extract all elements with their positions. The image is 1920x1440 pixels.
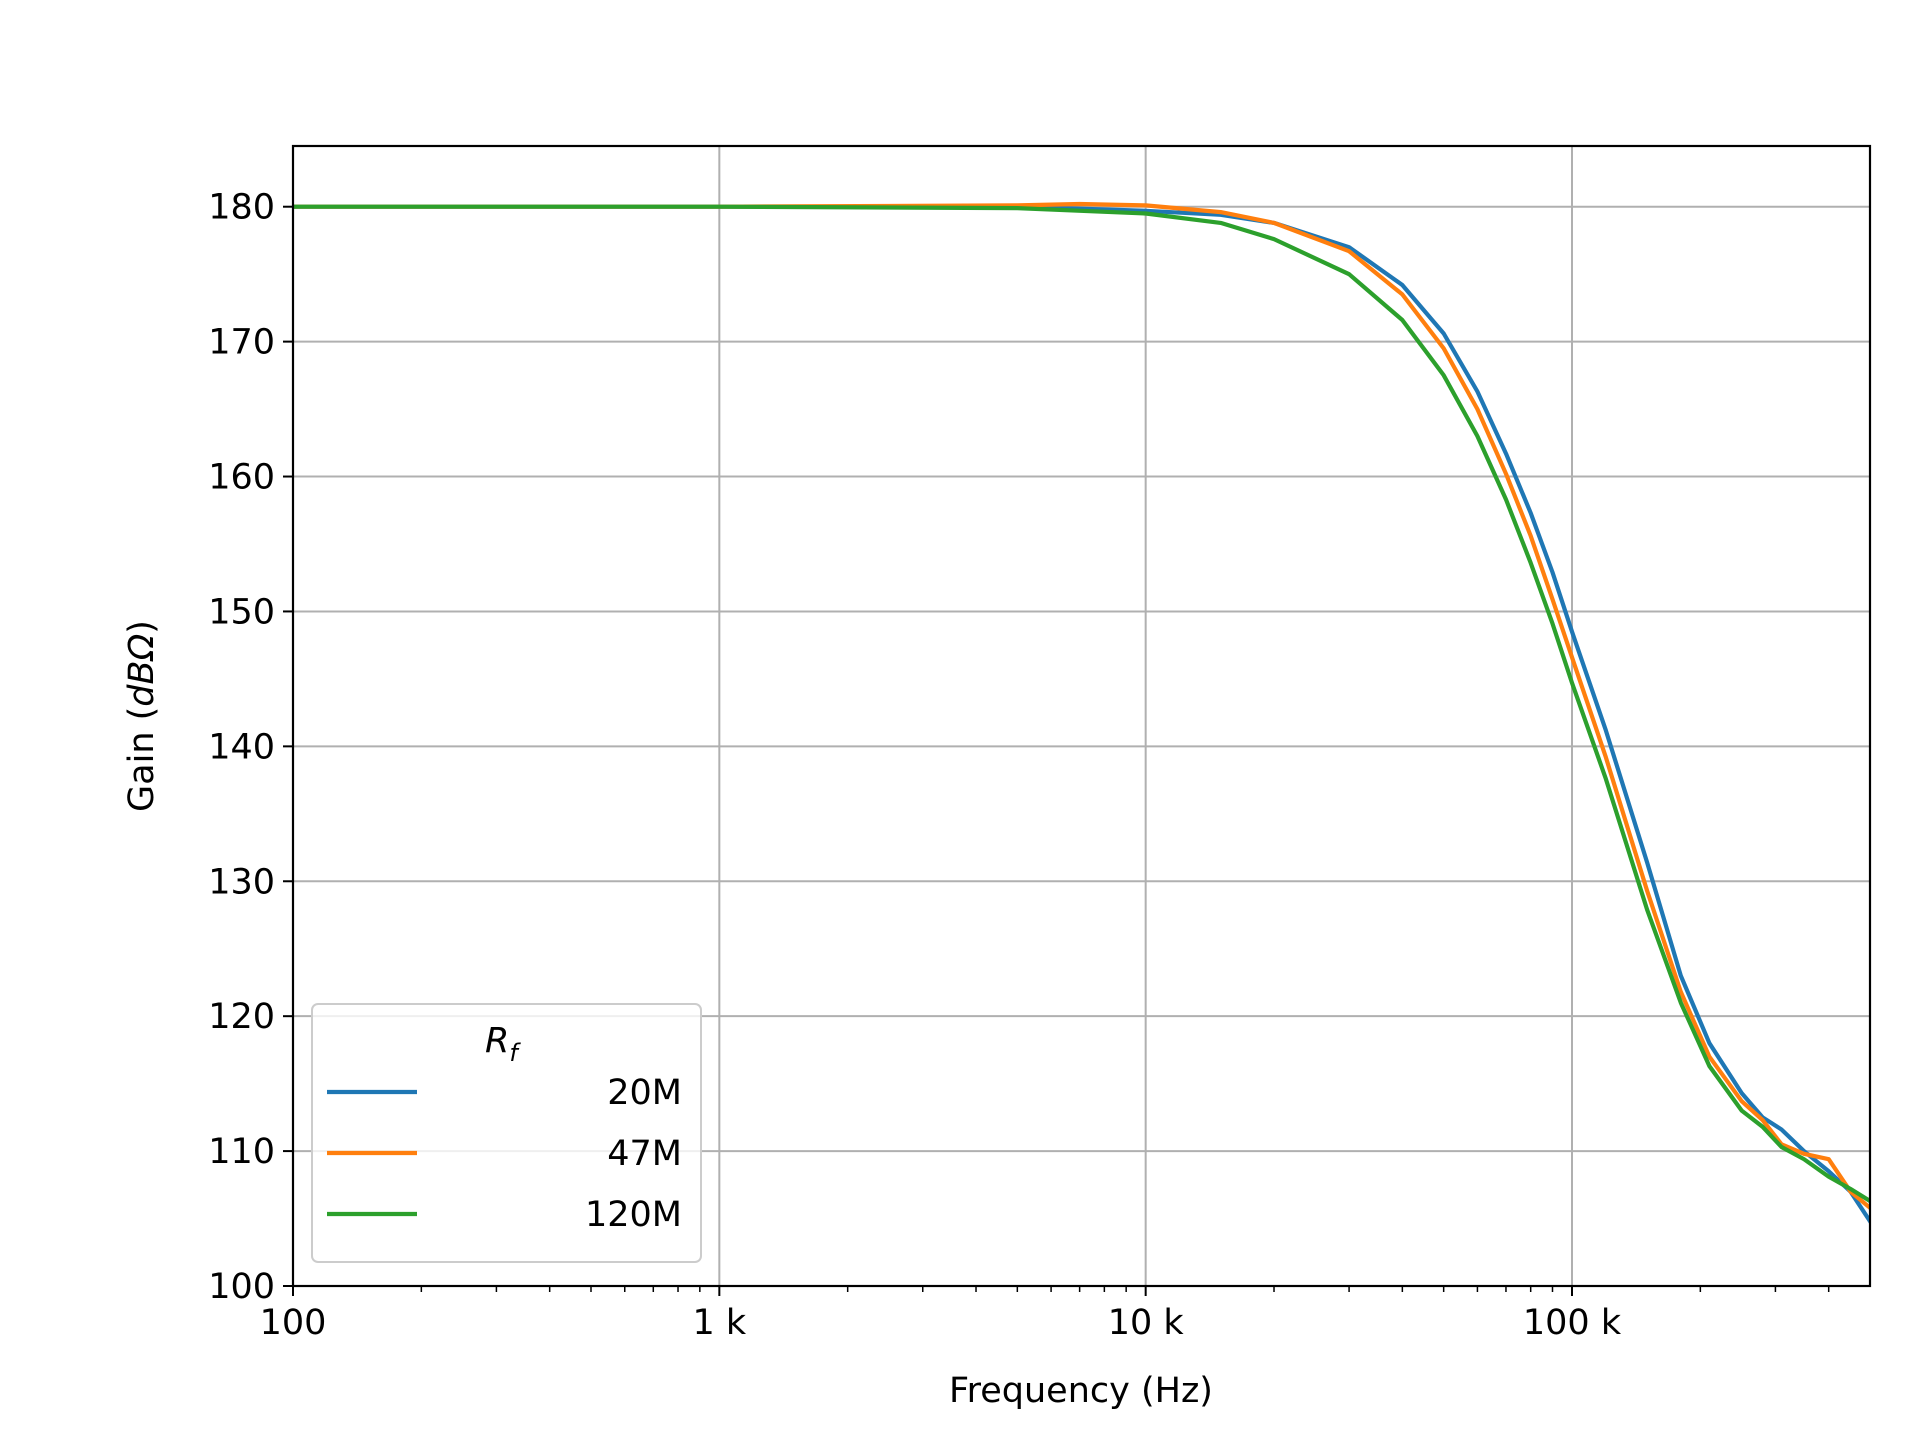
x-tick-label: 10 k	[1108, 1303, 1185, 1343]
y-tick-label: 140	[208, 727, 275, 767]
y-tick-label: 120	[208, 997, 275, 1037]
y-tick-label: 160	[208, 458, 275, 498]
legend-title-main: R	[485, 1021, 509, 1061]
y-axis-label: Gain (dBΩ)	[122, 620, 162, 812]
y-tick-label: 100	[208, 1267, 275, 1307]
x-tick-label: 1 k	[692, 1303, 746, 1343]
legend-label: 120M	[585, 1195, 682, 1235]
y-axis-label-prefix: Gain (	[122, 707, 162, 812]
y-axis-label-suffix: )	[122, 620, 162, 634]
x-tick-label: 100 k	[1523, 1303, 1622, 1343]
legend-label: 20M	[607, 1073, 682, 1113]
x-tick-label: 100	[260, 1303, 327, 1343]
legend-label: 47M	[607, 1134, 682, 1174]
y-tick-label: 130	[208, 862, 275, 902]
y-axis: 100 110 120 130 140 150 160 170 180	[208, 188, 293, 1307]
x-axis: 100 1 k 10 k 100 k	[260, 1286, 1829, 1343]
x-axis-label: Frequency (Hz)	[949, 1371, 1213, 1411]
y-tick-label: 180	[208, 188, 275, 228]
y-tick-label: 150	[208, 592, 275, 632]
y-axis-label-unit: dBΩ	[122, 633, 162, 706]
y-tick-label: 170	[208, 323, 275, 363]
y-tick-label: 110	[208, 1132, 275, 1172]
